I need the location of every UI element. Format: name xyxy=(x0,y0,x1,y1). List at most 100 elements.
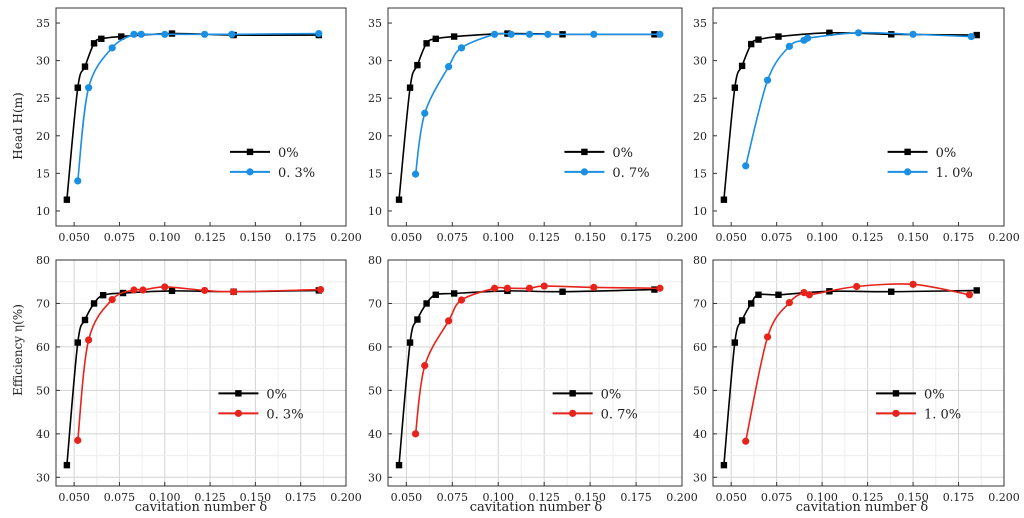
legend-label-1: 0. 7% xyxy=(601,407,638,422)
data-point-s0-8 xyxy=(651,286,658,293)
data-point-s0-3 xyxy=(747,40,755,48)
y-tick-label-3: 60 xyxy=(368,341,382,354)
panel-efficiency-1: 0.050 0.075 0.100 0.125 0.150 0.175 0.200 30 40 5… xyxy=(368,254,698,504)
x-tick-label-6: 0.200 xyxy=(988,491,1020,504)
x-tick-label-0: 0.050 xyxy=(391,491,423,504)
x-tick-label-6: 0.200 xyxy=(330,491,362,504)
x-tick-label-2: 0.100 xyxy=(806,491,838,504)
x-tick-label-3: 0.125 xyxy=(528,491,560,504)
y-tick-label-4: 30 xyxy=(368,55,382,68)
x-tick-label-6: 0.200 xyxy=(666,491,698,504)
data-point-s0-1 xyxy=(74,84,81,91)
x-tick-label-1: 0.075 xyxy=(761,491,793,504)
x-tick-label-5: 0.175 xyxy=(943,231,975,244)
data-point-s1-2 xyxy=(108,44,116,52)
x-tick-label-1: 0.075 xyxy=(437,231,469,244)
legend-label-1: 0. 3% xyxy=(266,407,303,422)
data-point-s1-5 xyxy=(161,283,169,291)
data-point-s1-3 xyxy=(457,296,466,304)
legend-swatch-marker-1 xyxy=(904,168,912,176)
data-point-s1-3 xyxy=(130,286,138,294)
x-tick-label-4: 0.150 xyxy=(897,491,929,504)
panel-head-0: 0.050 0.075 0.100 0.125 0.150 0.175 0.200 10 15 2… xyxy=(36,7,362,244)
y-tick-label-0: 30 xyxy=(693,471,707,484)
data-point-s1-9 xyxy=(656,284,664,292)
plot-frame xyxy=(387,7,683,227)
legend-swatch-marker-1 xyxy=(892,409,900,417)
data-point-s1-1 xyxy=(85,336,93,344)
efficiency-y-label: Efficiency η(%) xyxy=(11,304,25,396)
panel-efficiency-2: 0.050 0.075 0.100 0.125 0.150 0.175 0.200 30 40 5… xyxy=(693,254,1020,504)
data-point-s0-4 xyxy=(98,35,105,43)
data-point-s1-2 xyxy=(445,63,453,71)
series-line-0 xyxy=(723,289,977,466)
x-tick-label-0: 0.050 xyxy=(715,231,747,244)
data-point-s0-4 xyxy=(432,291,439,298)
data-point-s1-6 xyxy=(909,280,917,288)
data-point-s0-0 xyxy=(63,196,71,203)
x-tick-label-2: 0.100 xyxy=(483,491,515,504)
y-tick-label-2: 50 xyxy=(368,384,382,397)
x-tick-label-3: 0.125 xyxy=(852,491,884,504)
y-tick-label-0: 30 xyxy=(36,471,50,484)
x-tick-label-6: 0.200 xyxy=(330,231,362,244)
data-point-s1-1 xyxy=(421,109,429,117)
x-tick-label-3: 0.125 xyxy=(528,231,560,244)
data-point-s1-1 xyxy=(421,362,429,370)
panel-efficiency-0: 0.050 0.075 0.100 0.125 0.150 0.175 0.200 30 40 5… xyxy=(36,254,362,504)
data-point-s0-3 xyxy=(747,300,755,307)
plot-frame xyxy=(712,259,1005,487)
data-point-s0-0 xyxy=(720,196,728,203)
x-tick-label-0: 0.050 xyxy=(58,491,90,504)
data-point-s0-7 xyxy=(888,31,895,38)
data-point-s0-3 xyxy=(90,40,98,47)
data-point-s0-3 xyxy=(423,40,430,47)
plot-frame xyxy=(712,7,1005,227)
x-tick-label-4: 0.150 xyxy=(897,231,929,244)
panel-head-2: 0.050 0.075 0.100 0.125 0.150 0.175 0.200 10 15 2… xyxy=(693,7,1020,244)
y-tick-label-3: 25 xyxy=(693,92,707,105)
data-point-s1-5 xyxy=(503,284,512,292)
data-point-s1-7 xyxy=(540,282,548,290)
x-tick-label-3: 0.125 xyxy=(852,231,884,244)
legend-swatch-marker-1 xyxy=(234,409,242,417)
data-point-s0-1 xyxy=(731,339,739,346)
y-tick-label-1: 40 xyxy=(368,428,382,441)
x-axis-label-0: cavitation number δ xyxy=(135,500,268,515)
data-point-s0-2 xyxy=(81,316,89,324)
data-point-s1-8 xyxy=(590,30,598,38)
data-point-s0-7 xyxy=(559,288,566,295)
head-y-label: Head H(m) xyxy=(11,92,25,159)
data-point-s1-6 xyxy=(525,284,534,292)
legend-label-1: 1. 0% xyxy=(924,407,961,422)
data-point-s1-0 xyxy=(411,430,420,438)
legend-label-0: 0% xyxy=(601,387,622,402)
data-point-s0-4 xyxy=(432,35,439,43)
y-tick-label-2: 20 xyxy=(693,130,707,143)
data-point-s0-5 xyxy=(775,291,782,298)
x-tick-label-2: 0.100 xyxy=(149,491,181,504)
data-point-s1-6 xyxy=(201,286,209,295)
y-tick-label-5: 80 xyxy=(36,254,50,267)
data-point-s1-0 xyxy=(74,436,82,444)
legend-swatch-marker-0 xyxy=(569,390,576,397)
data-point-s0-2 xyxy=(738,62,746,70)
data-point-s0-0 xyxy=(395,461,403,469)
x-tick-label-5: 0.175 xyxy=(285,491,317,504)
y-tick-label-4: 30 xyxy=(693,55,707,68)
y-tick-label-3: 60 xyxy=(36,341,50,354)
legend-swatch-marker-1 xyxy=(246,168,254,176)
y-tick-label-1: 40 xyxy=(693,428,707,441)
data-point-s0-6 xyxy=(168,287,176,295)
data-point-s1-5 xyxy=(853,282,861,291)
data-point-s0-0 xyxy=(395,196,403,203)
y-tick-label-4: 70 xyxy=(368,297,382,310)
data-point-s1-4 xyxy=(137,30,145,38)
data-point-s0-2 xyxy=(414,61,421,69)
x-tick-label-6: 0.200 xyxy=(988,231,1020,244)
series-line-1 xyxy=(414,32,660,175)
data-point-s1-4 xyxy=(490,30,499,38)
data-point-s1-1 xyxy=(763,333,772,341)
x-axis-label-2: cavitation number δ xyxy=(796,500,929,515)
y-tick-label-3: 25 xyxy=(36,92,50,105)
